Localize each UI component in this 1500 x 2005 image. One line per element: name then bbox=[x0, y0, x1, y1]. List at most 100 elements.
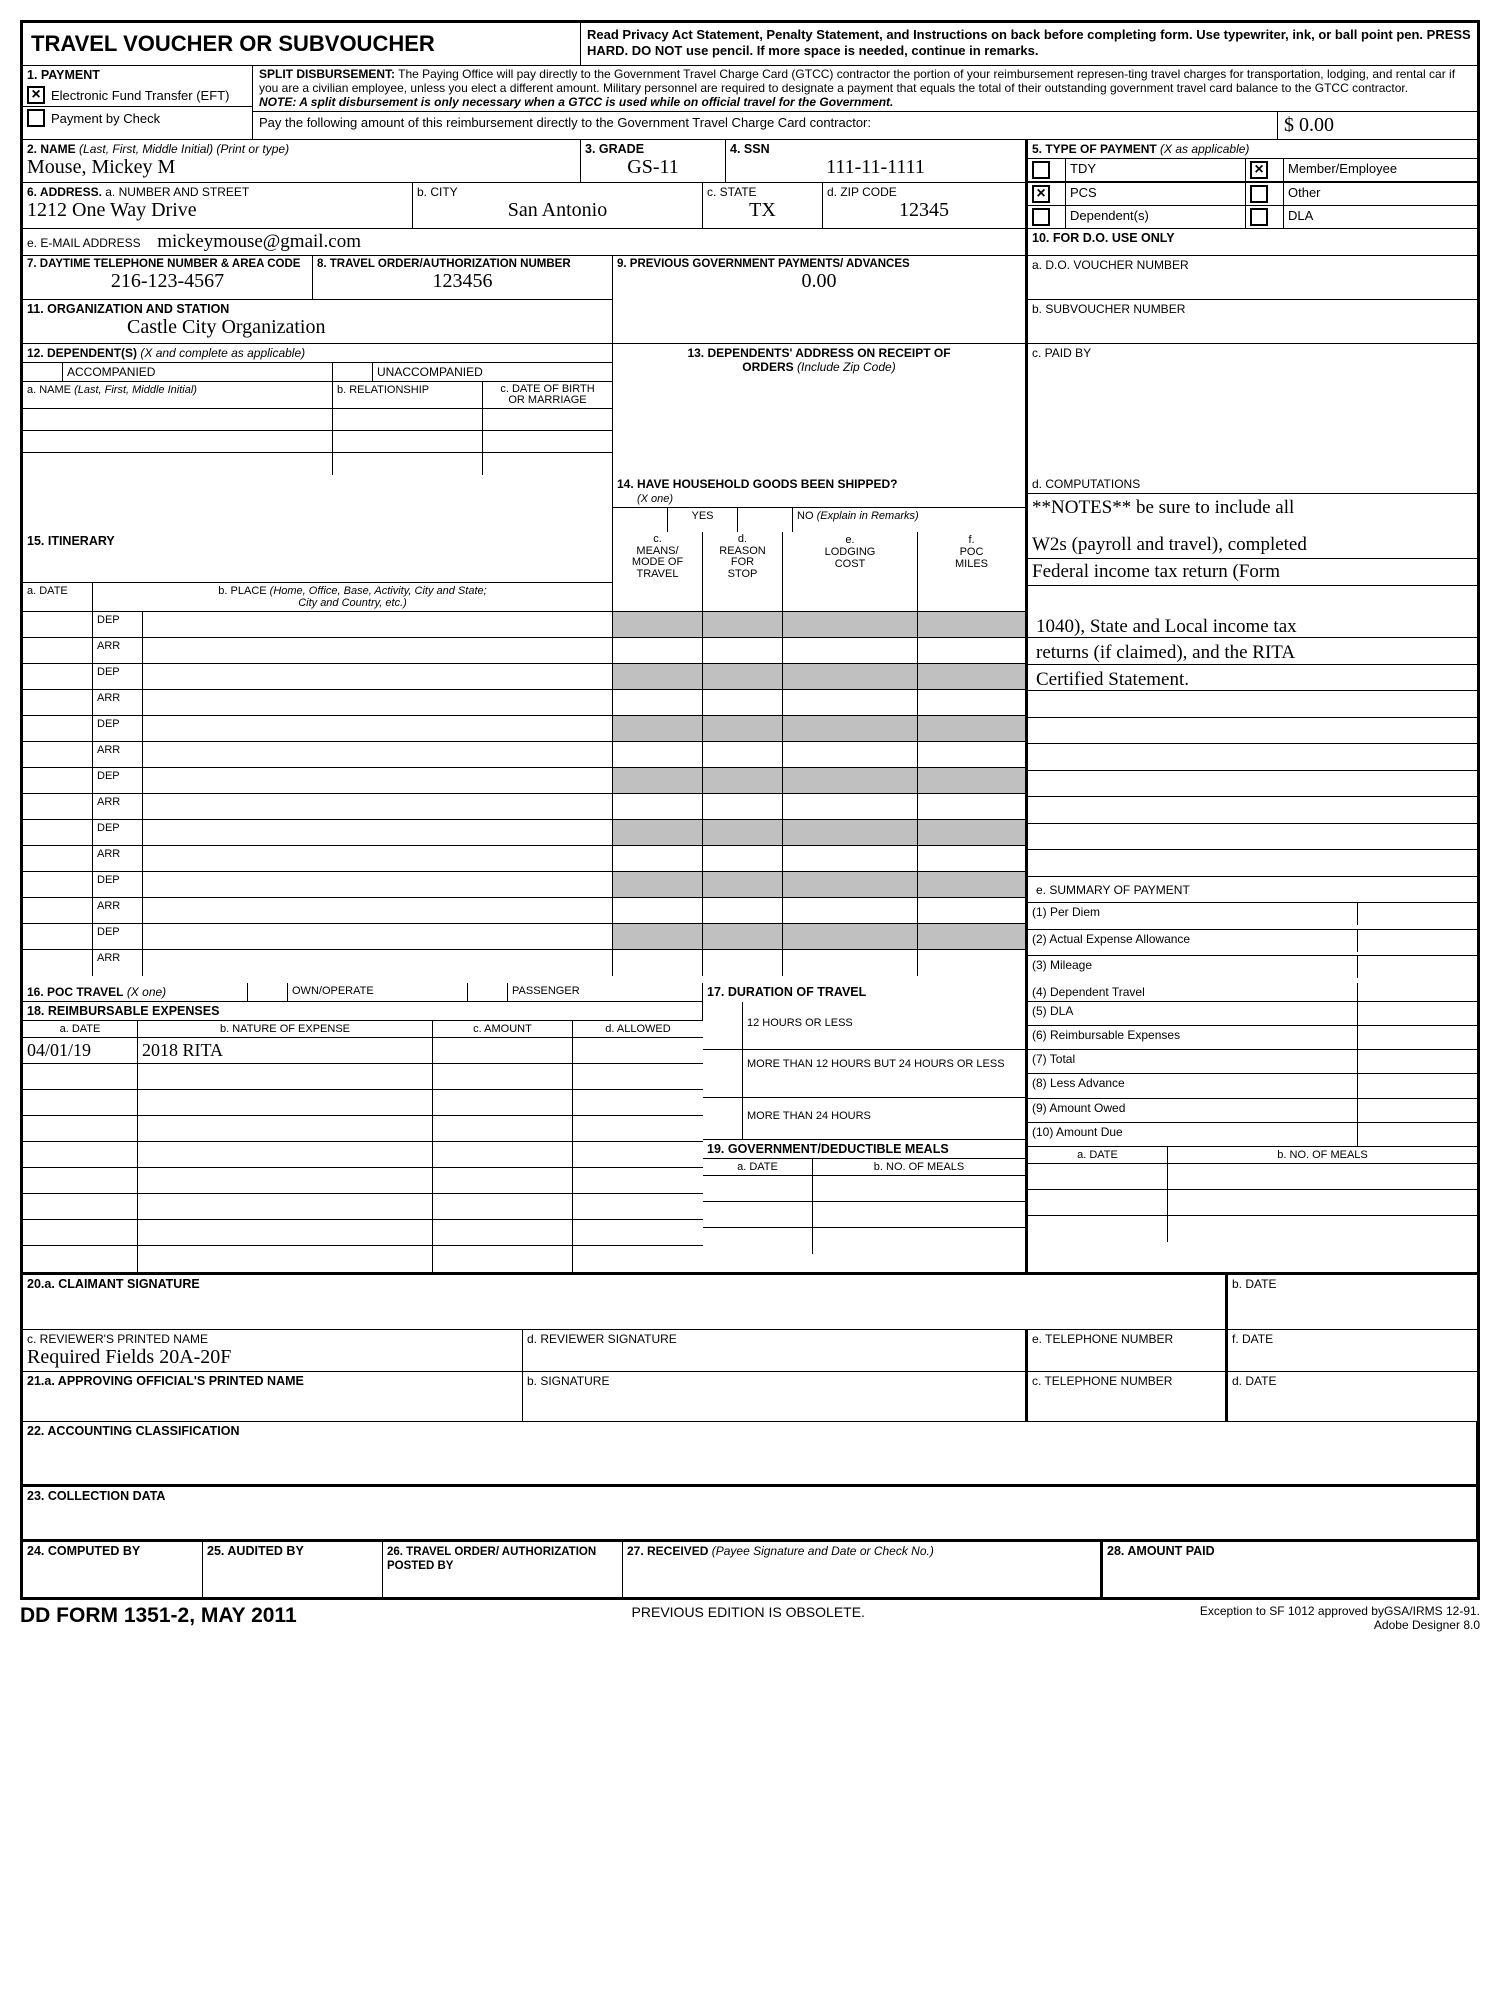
footer-center: PREVIOUS EDITION IS OBSOLETE. bbox=[632, 1604, 865, 1632]
email-label: e. E-MAIL ADDRESS bbox=[27, 236, 141, 250]
payment-label: 1. PAYMENT bbox=[23, 66, 252, 84]
street-value[interactable]: 1212 One Way Drive bbox=[27, 199, 408, 222]
computations-label: d. COMPUTATIONS bbox=[1028, 475, 1477, 494]
claimant-date[interactable]: b. DATE bbox=[1228, 1275, 1477, 1330]
phone-label: 7. DAYTIME TELEPHONE NUMBER & AREA CODE bbox=[27, 258, 308, 270]
subvoucher: b. SUBVOUCHER NUMBER bbox=[1028, 300, 1477, 344]
reason-label: d.REASONFORSTOP bbox=[703, 532, 783, 582]
eft-label: Electronic Fund Transfer (EFT) bbox=[51, 88, 229, 103]
dla-checkbox[interactable] bbox=[1250, 208, 1268, 226]
phone-cell: 7. DAYTIME TELEPHONE NUMBER & AREA CODE … bbox=[23, 256, 313, 300]
do-use-label: 10. FOR D.O. USE ONLY bbox=[1028, 229, 1477, 256]
split-disbursement: SPLIT DISBURSEMENT: The Paying Office wi… bbox=[253, 66, 1477, 140]
lodging-label: e.LODGINGCOST bbox=[783, 532, 918, 582]
dep-dob-label: c. DATE OF BIRTHOR MARRIAGE bbox=[483, 382, 612, 409]
city-value[interactable]: San Antonio bbox=[417, 199, 698, 222]
notes-line-2: W2s (payroll and travel), completed bbox=[1028, 532, 1477, 559]
order-value[interactable]: 123456 bbox=[317, 270, 608, 293]
ssn-label: 4. SSN bbox=[730, 142, 1021, 156]
posted-by[interactable]: 26. TRAVEL ORDER/ AUTHORIZATION POSTED B… bbox=[383, 1542, 623, 1597]
tdy-checkbox[interactable] bbox=[1032, 161, 1050, 179]
form-title: TRAVEL VOUCHER OR SUBVOUCHER bbox=[23, 23, 581, 66]
exp-amount-label: c. AMOUNT bbox=[433, 1021, 573, 1038]
city-label: b. CITY bbox=[417, 185, 698, 199]
place-label: b. PLACE (Home, Office, Base, Activity, … bbox=[93, 583, 613, 612]
notes-line-3: Federal income tax return (Form bbox=[1028, 559, 1477, 586]
yes-label: YES bbox=[668, 508, 738, 532]
pcs-label: PCS bbox=[1066, 183, 1246, 206]
itinerary-label: 15. ITINERARY bbox=[23, 532, 613, 582]
amount-paid[interactable]: 28. AMOUNT PAID bbox=[1103, 1542, 1477, 1597]
computed-by[interactable]: 24. COMPUTED BY bbox=[23, 1542, 203, 1597]
org-cell: 11. ORGANIZATION AND STATION Castle City… bbox=[23, 300, 613, 344]
zip-cell: d. ZIP CODE 12345 bbox=[823, 183, 1028, 229]
date-label: a. DATE bbox=[23, 583, 93, 612]
state-cell: c. STATE TX bbox=[703, 183, 823, 229]
city-cell: b. CITY San Antonio bbox=[413, 183, 703, 229]
ssn-value[interactable]: 111-11-1111 bbox=[730, 156, 1021, 179]
other-checkbox[interactable] bbox=[1250, 185, 1268, 203]
grade-value[interactable]: GS-11 bbox=[585, 156, 721, 179]
zip-label: d. ZIP CODE bbox=[827, 185, 1021, 199]
xone-label: (X one) bbox=[617, 493, 673, 505]
collection[interactable]: 23. COLLECTION DATA bbox=[23, 1487, 1477, 1542]
grade-cell: 3. GRADE GS-11 bbox=[581, 140, 726, 183]
approving-date[interactable]: d. DATE bbox=[1228, 1372, 1477, 1422]
eft-checkbox[interactable]: × bbox=[27, 86, 45, 104]
advances-label: 9. PREVIOUS GOVERNMENT PAYMENTS/ ADVANCE… bbox=[617, 258, 1021, 270]
member-checkbox[interactable]: × bbox=[1250, 161, 1268, 179]
reimb-label: 18. REIMBURSABLE EXPENSES bbox=[23, 1002, 703, 1021]
ssn-cell: 4. SSN 111-11-1111 bbox=[726, 140, 1028, 183]
audited-by[interactable]: 25. AUDITED BY bbox=[203, 1542, 383, 1597]
payment-box: 1. PAYMENT × Electronic Fund Transfer (E… bbox=[23, 66, 253, 140]
own-label: OWN/OPERATE bbox=[288, 983, 468, 1002]
exp-nature-label: b. NATURE OF EXPENSE bbox=[138, 1021, 433, 1038]
pcs-checkbox[interactable]: × bbox=[1032, 185, 1050, 203]
phone-value[interactable]: 216-123-4567 bbox=[27, 270, 308, 293]
name-value[interactable]: Mouse, Mickey M bbox=[27, 156, 576, 179]
approving-name[interactable]: 21.a. APPROVING OFFICIAL'S PRINTED NAME bbox=[23, 1372, 523, 1422]
advances-value[interactable]: 0.00 bbox=[617, 270, 1021, 293]
means-label: c.MEANS/MODE OFTRAVEL bbox=[613, 532, 703, 582]
paid-by: c. PAID BY bbox=[1028, 344, 1477, 475]
exp-allowed-label: d. ALLOWED bbox=[573, 1021, 703, 1038]
email-value[interactable]: mickeymouse@gmail.com bbox=[157, 231, 361, 252]
approving-sig[interactable]: b. SIGNATURE bbox=[523, 1372, 1028, 1422]
claimant-sig[interactable]: 20.a. CLAIMANT SIGNATURE bbox=[23, 1275, 1228, 1330]
check-checkbox[interactable] bbox=[27, 109, 45, 127]
form-container: TRAVEL VOUCHER OR SUBVOUCHER Read Privac… bbox=[20, 20, 1480, 1600]
approving-phone[interactable]: c. TELEPHONE NUMBER bbox=[1028, 1372, 1228, 1422]
pay-label: Pay the following amount of this reimbur… bbox=[253, 112, 1277, 139]
accompanied-label: ACCOMPANIED bbox=[63, 363, 333, 382]
received[interactable]: 27. RECEIVED (Payee Signature and Date o… bbox=[623, 1542, 1103, 1597]
do-voucher: a. D.O. VOUCHER NUMBER bbox=[1028, 256, 1477, 300]
reviewer-name[interactable]: c. REVIEWER'S PRINTED NAME Required Fiel… bbox=[23, 1330, 523, 1372]
dla-label: DLA bbox=[1284, 206, 1477, 228]
check-label: Payment by Check bbox=[51, 111, 160, 126]
order-label: 8. TRAVEL ORDER/AUTHORIZATION NUMBER bbox=[317, 258, 608, 270]
split-text: The Paying Office will pay directly to t… bbox=[259, 67, 1455, 95]
member-label: Member/Employee bbox=[1284, 159, 1477, 182]
sum-4: (4) Dependent Travel bbox=[1028, 983, 1358, 1002]
reviewer-sig[interactable]: d. REVIEWER SIGNATURE bbox=[523, 1330, 1028, 1372]
reviewer-date[interactable]: f. DATE bbox=[1228, 1330, 1477, 1372]
other-label: Other bbox=[1284, 183, 1477, 206]
pass-label: PASSENGER bbox=[508, 983, 703, 1002]
name-label: 2. NAME (Last, First, Middle Initial) (P… bbox=[27, 142, 576, 156]
zip-value[interactable]: 12345 bbox=[827, 199, 1021, 222]
pay-amount[interactable]: $ 0.00 bbox=[1277, 112, 1477, 139]
advances-cell: 9. PREVIOUS GOVERNMENT PAYMENTS/ ADVANCE… bbox=[613, 256, 1028, 300]
state-value[interactable]: TX bbox=[707, 199, 818, 222]
split-title: SPLIT DISBURSEMENT: bbox=[259, 67, 395, 81]
unaccompanied-label: UNACCOMPANIED bbox=[373, 363, 612, 382]
split-note: NOTE: A split disbursement is only neces… bbox=[259, 95, 893, 109]
dep-checkbox[interactable] bbox=[1032, 208, 1050, 226]
state-label: c. STATE bbox=[707, 185, 818, 199]
accounting[interactable]: 22. ACCOUNTING CLASSIFICATION bbox=[23, 1422, 1477, 1487]
address-cell: 6. ADDRESS. a. NUMBER AND STREET 1212 On… bbox=[23, 183, 413, 229]
reviewer-phone[interactable]: e. TELEPHONE NUMBER bbox=[1028, 1330, 1228, 1372]
exp-date-label: a. DATE bbox=[23, 1021, 138, 1038]
poc-label: f.POCMILES bbox=[918, 532, 1025, 582]
notes-line-1: **NOTES** be sure to include all bbox=[1028, 494, 1477, 522]
org-value[interactable]: Castle City Organization bbox=[27, 316, 608, 339]
